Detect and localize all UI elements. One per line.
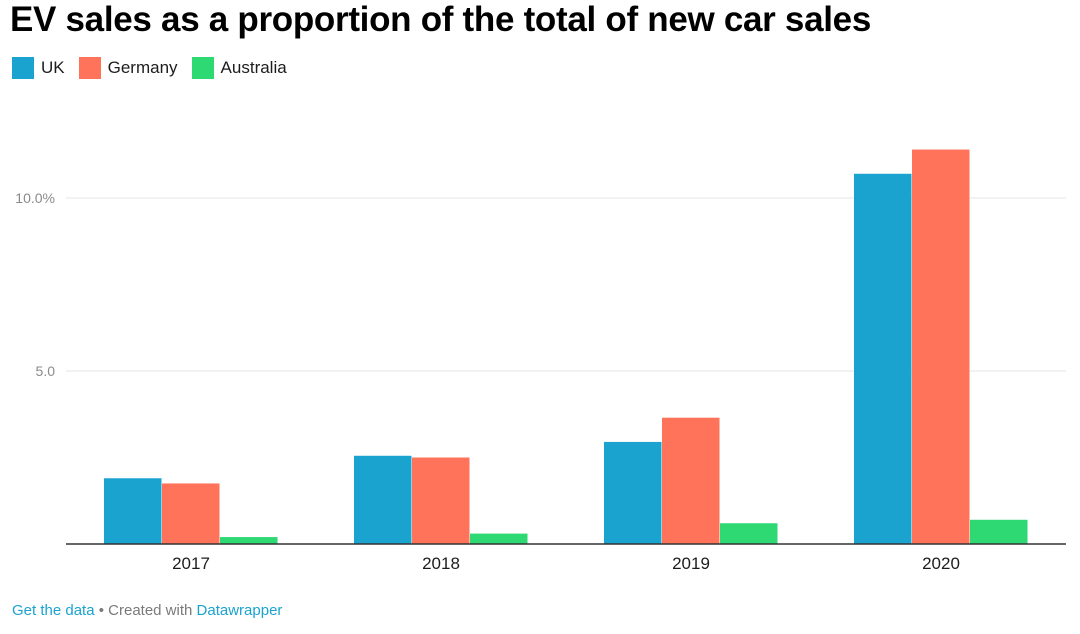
footer-credit-text: • Created with — [94, 602, 197, 619]
x-tick-label: 2020 — [922, 554, 960, 573]
footer: Get the data • Created with Datawrapper — [12, 601, 282, 621]
datawrapper-link[interactable]: Datawrapper — [196, 602, 283, 619]
bar-uk-2019 — [604, 441, 662, 544]
bar-uk-2017 — [104, 478, 162, 544]
bar-australia-2019 — [720, 523, 778, 544]
legend-item-uk: UK — [12, 57, 65, 79]
bar-germany-2017 — [162, 483, 220, 544]
legend-swatch-germany — [78, 57, 101, 79]
x-tick-label: 2019 — [672, 554, 710, 573]
bar-germany-2018 — [412, 457, 470, 544]
legend-label-australia: Australia — [220, 58, 287, 77]
bar-australia-2020 — [970, 519, 1028, 544]
legend-item-australia: Australia — [191, 57, 287, 79]
legend-swatch-uk — [12, 57, 34, 79]
legend-swatch-australia — [191, 57, 214, 79]
legend-item-germany: Germany — [78, 57, 178, 79]
x-tick-label: 2017 — [172, 554, 210, 573]
get-the-data-link[interactable]: Get the data — [12, 602, 95, 619]
bar-australia-2018 — [470, 533, 528, 544]
bar-uk-2018 — [354, 455, 412, 544]
bar-uk-2020 — [854, 173, 912, 544]
legend-label-uk: UK — [41, 58, 65, 77]
bar-australia-2017 — [220, 537, 278, 544]
legend: UK Germany Australia — [12, 57, 301, 79]
y-tick-label: 10.0% — [15, 190, 55, 206]
chart-title: EV sales as a proportion of the total of… — [10, 0, 871, 39]
legend-label-germany: Germany — [107, 58, 178, 77]
bar-germany-2019 — [662, 417, 720, 544]
bar-germany-2020 — [912, 149, 970, 544]
x-tick-label: 2018 — [422, 554, 460, 573]
y-tick-label: 5.0 — [36, 363, 56, 379]
